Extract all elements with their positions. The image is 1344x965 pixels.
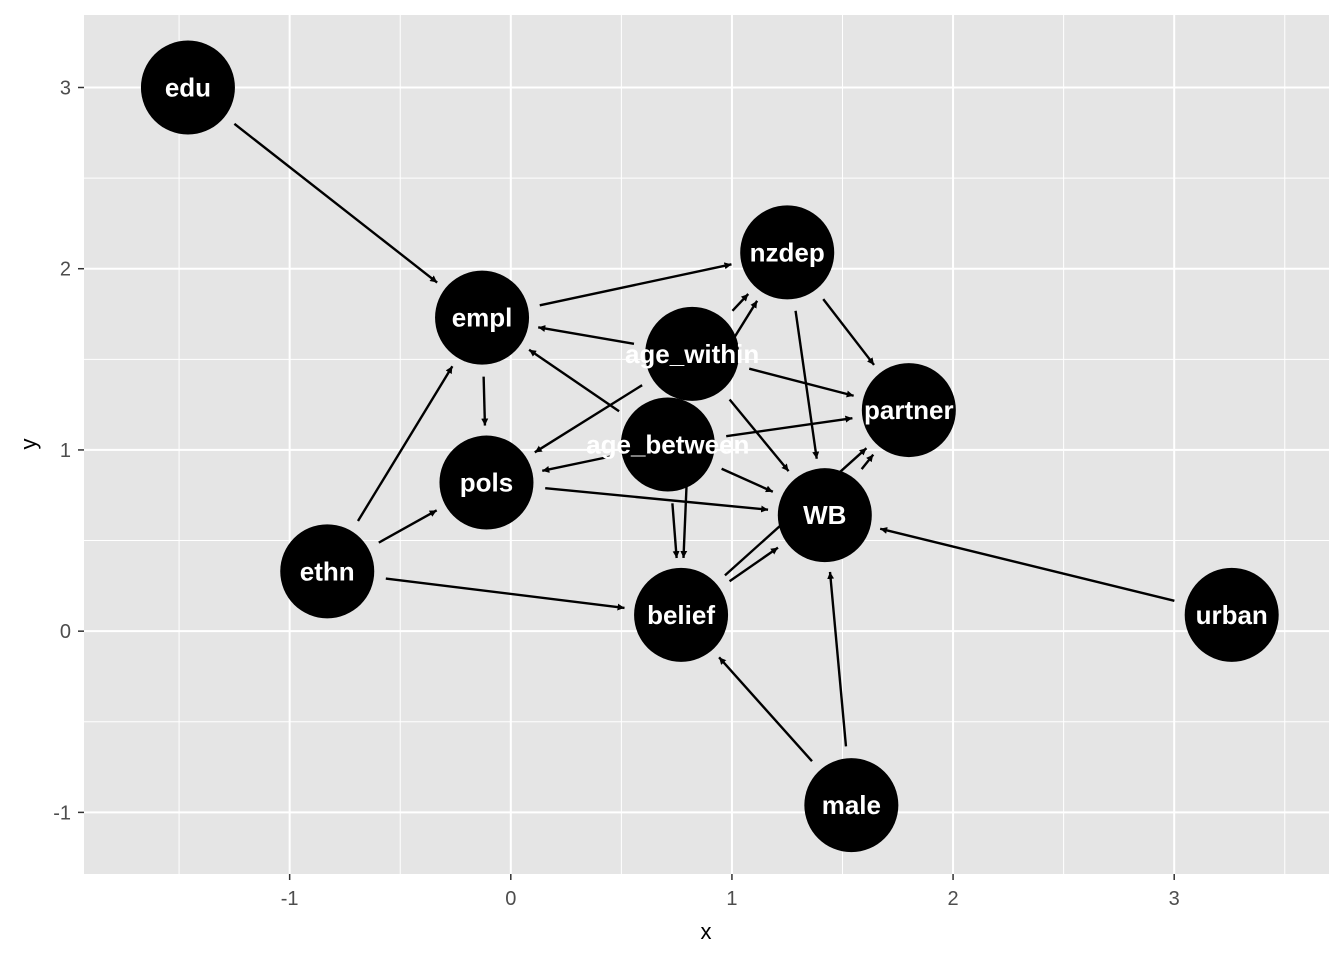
y-tick-label: 1 — [60, 440, 71, 462]
edge-age_within-to-WB — [728, 398, 790, 472]
edge-age_within-to-partner — [748, 367, 854, 398]
x-tick-label: 1 — [726, 888, 737, 910]
node-label-belief: belief — [647, 600, 715, 630]
node-label-urban: urban — [1196, 600, 1268, 630]
y-tick-label: -1 — [53, 802, 71, 824]
node-nzdep — [740, 205, 835, 300]
edge-ethn-to-belief — [385, 577, 625, 611]
edge-age_between-to-empl — [528, 348, 620, 413]
node-label-age_between: age_between — [586, 430, 749, 460]
node-age_within — [645, 306, 740, 401]
edge-nzdep-to-partner — [822, 298, 875, 366]
node-partner — [861, 363, 956, 458]
node-label-male: male — [822, 790, 881, 820]
y-axis: -1 0 1 2 3 — [53, 77, 84, 824]
edge-age_between-to-WB — [721, 467, 774, 493]
x-tick-label: 0 — [505, 888, 516, 910]
edge-age_between-to-partner — [726, 415, 853, 438]
edge-pols-to-WB — [545, 487, 769, 513]
node-WB — [777, 468, 872, 563]
edge-ethn-to-empl — [356, 365, 454, 522]
edge-age_between-to-pols — [542, 455, 611, 473]
edge-WB-to-partner — [860, 453, 875, 470]
edge-age_within-to-nzdep — [731, 293, 750, 312]
x-tick-label: 3 — [1169, 888, 1180, 910]
edge-age_between-to-belief — [671, 503, 680, 559]
edge-male-to-WB — [827, 571, 848, 747]
node-label-WB: WB — [803, 500, 846, 530]
edge-empl-to-pols — [481, 376, 489, 426]
node-urban — [1184, 567, 1279, 662]
node-male — [804, 758, 899, 853]
node-label-pols: pols — [460, 468, 513, 498]
edge-empl-to-nzdep — [539, 262, 732, 307]
x-axis-title: x — [701, 919, 712, 944]
node-age_between — [620, 397, 715, 492]
edge-nzdep-to-WB — [794, 310, 820, 459]
node-label-edu: edu — [165, 72, 211, 102]
node-label-ethn: ethn — [300, 556, 355, 586]
node-label-partner: partner — [864, 395, 954, 425]
y-tick-label: 0 — [60, 621, 71, 643]
node-edu — [140, 40, 235, 135]
node-label-age_within: age_within — [625, 339, 759, 369]
x-tick-label: 2 — [948, 888, 959, 910]
edge-age_within-to-empl — [538, 325, 635, 346]
edge-urban-to-WB — [879, 527, 1175, 602]
edges-layer — [233, 122, 1175, 762]
x-tick-label: -1 — [281, 888, 299, 910]
node-label-nzdep: nzdep — [750, 237, 825, 267]
y-axis-title: y — [16, 439, 41, 450]
node-belief — [634, 567, 729, 662]
edge-ethn-to-pols — [378, 509, 438, 544]
y-tick-label: 2 — [60, 259, 71, 281]
edge-edu-to-empl — [233, 122, 438, 284]
y-tick-label: 3 — [60, 77, 71, 99]
node-pols — [439, 435, 534, 530]
node-empl — [435, 270, 530, 365]
edge-belief-to-WB — [728, 546, 779, 583]
node-label-empl: empl — [452, 303, 513, 333]
node-ethn — [280, 524, 375, 619]
edge-male-to-belief — [718, 656, 813, 762]
edge-age_within-to-pols — [534, 384, 643, 454]
x-axis: -1 0 1 2 3 — [281, 874, 1180, 910]
